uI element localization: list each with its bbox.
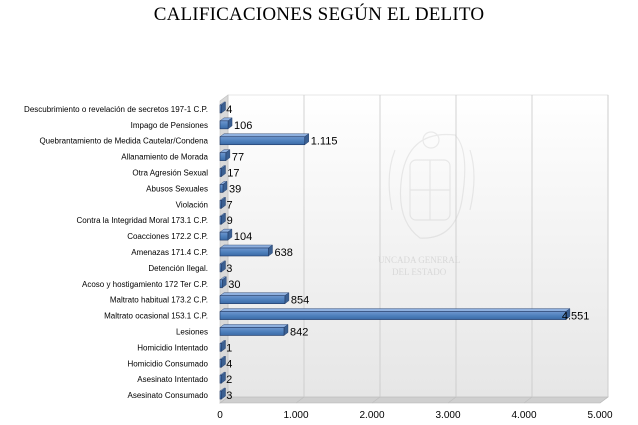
bar bbox=[219, 231, 229, 241]
x-tick-label: 3.000 bbox=[435, 410, 460, 421]
bar bbox=[219, 104, 222, 114]
gridline-floor bbox=[371, 396, 381, 404]
category-label: Quebrantamiento de Medida Cautelar/Conde… bbox=[39, 137, 208, 146]
value-label: 39 bbox=[229, 183, 241, 195]
value-label: 4 bbox=[226, 358, 232, 370]
category-label: Descubrimiento o revelación de secretos … bbox=[24, 105, 208, 114]
value-label: 77 bbox=[232, 152, 244, 164]
value-label: 3 bbox=[226, 390, 232, 402]
bar bbox=[219, 343, 222, 352]
watermark-seal: UNCADA GENERAL DEL ESTADO bbox=[378, 131, 475, 277]
category-label: Homicidio Consumado bbox=[128, 359, 209, 368]
gridline-floor bbox=[219, 396, 229, 404]
bar bbox=[219, 358, 222, 368]
value-label: 1 bbox=[226, 342, 232, 354]
bar bbox=[219, 390, 222, 400]
category-label: Detención Ilegal. bbox=[148, 264, 208, 273]
x-tick-label: 5.000 bbox=[587, 410, 612, 421]
category-label: Otra Agresión Sexual bbox=[132, 169, 208, 178]
bar bbox=[219, 279, 223, 289]
gridline-floor bbox=[523, 396, 533, 404]
value-label: 1.115 bbox=[311, 136, 338, 148]
plot-floor bbox=[219, 396, 609, 404]
category-label: Maltrato habitual 173.2 C.P. bbox=[110, 296, 208, 305]
bar-top bbox=[219, 133, 310, 137]
category-label: Acoso y hostigamiento 172 Ter C.P. bbox=[82, 280, 208, 289]
chart-title: CALIFICACIONES SEGÚN EL DELITO bbox=[153, 4, 485, 25]
category-label: Impago de Pensiones bbox=[131, 121, 208, 130]
bar bbox=[219, 247, 269, 257]
bar bbox=[219, 152, 227, 161]
category-label: Coacciones 172.2 C.P. bbox=[127, 232, 208, 241]
bar bbox=[219, 136, 306, 146]
value-label: 104 bbox=[234, 231, 252, 243]
bar bbox=[219, 200, 222, 209]
bar bbox=[219, 374, 222, 384]
bar-top bbox=[219, 244, 274, 249]
value-label: 638 bbox=[274, 247, 292, 259]
value-label: 30 bbox=[228, 279, 240, 291]
gridline-floor bbox=[599, 396, 609, 404]
bar bbox=[219, 295, 286, 304]
bar bbox=[219, 120, 229, 130]
x-tick-label: 4.000 bbox=[511, 410, 536, 421]
category-label: Maltrato ocasional 153.1 C.P. bbox=[104, 312, 208, 321]
value-label: 17 bbox=[227, 168, 239, 180]
value-label: 2 bbox=[226, 374, 232, 386]
value-label: 4.551 bbox=[562, 311, 590, 323]
category-label: Allanamiento de Morada bbox=[121, 153, 208, 162]
category-label: Contra la Integridad Moral 173.1 C.P. bbox=[77, 216, 208, 225]
bar bbox=[219, 311, 567, 320]
bar bbox=[219, 263, 222, 273]
category-label: Asesinato Intentado bbox=[137, 375, 208, 384]
watermark-line1: UNCADA GENERAL bbox=[378, 255, 460, 265]
x-tick-label: 2.000 bbox=[359, 410, 384, 421]
value-label: 106 bbox=[234, 120, 252, 132]
bar-top bbox=[219, 308, 571, 312]
bar bbox=[219, 184, 224, 193]
bar-top bbox=[219, 324, 289, 328]
category-label: Homicidio Intentado bbox=[137, 343, 208, 352]
bar bbox=[219, 215, 222, 225]
bar-top bbox=[219, 292, 290, 296]
x-tick-label: 1.000 bbox=[283, 410, 308, 421]
value-label: 842 bbox=[290, 326, 308, 338]
value-label: 7 bbox=[227, 199, 233, 211]
category-label: Violación bbox=[176, 200, 208, 209]
value-label: 854 bbox=[291, 295, 309, 307]
bar bbox=[219, 168, 222, 177]
category-label: Abusos Sexuales bbox=[146, 184, 208, 193]
bar bbox=[219, 327, 285, 336]
category-label: Amenazas 171.4 C.P. bbox=[131, 248, 208, 257]
value-label: 3 bbox=[226, 263, 232, 275]
gridline-floor bbox=[295, 396, 305, 404]
category-label: Lesiones bbox=[176, 327, 208, 336]
value-label: 9 bbox=[227, 215, 233, 227]
gridline-floor bbox=[447, 396, 457, 404]
value-label: 4 bbox=[226, 104, 232, 116]
x-tick-label: 0 bbox=[217, 410, 223, 421]
category-label: Asesinato Consumado bbox=[128, 391, 209, 400]
watermark-line2: DEL ESTADO bbox=[392, 267, 447, 277]
